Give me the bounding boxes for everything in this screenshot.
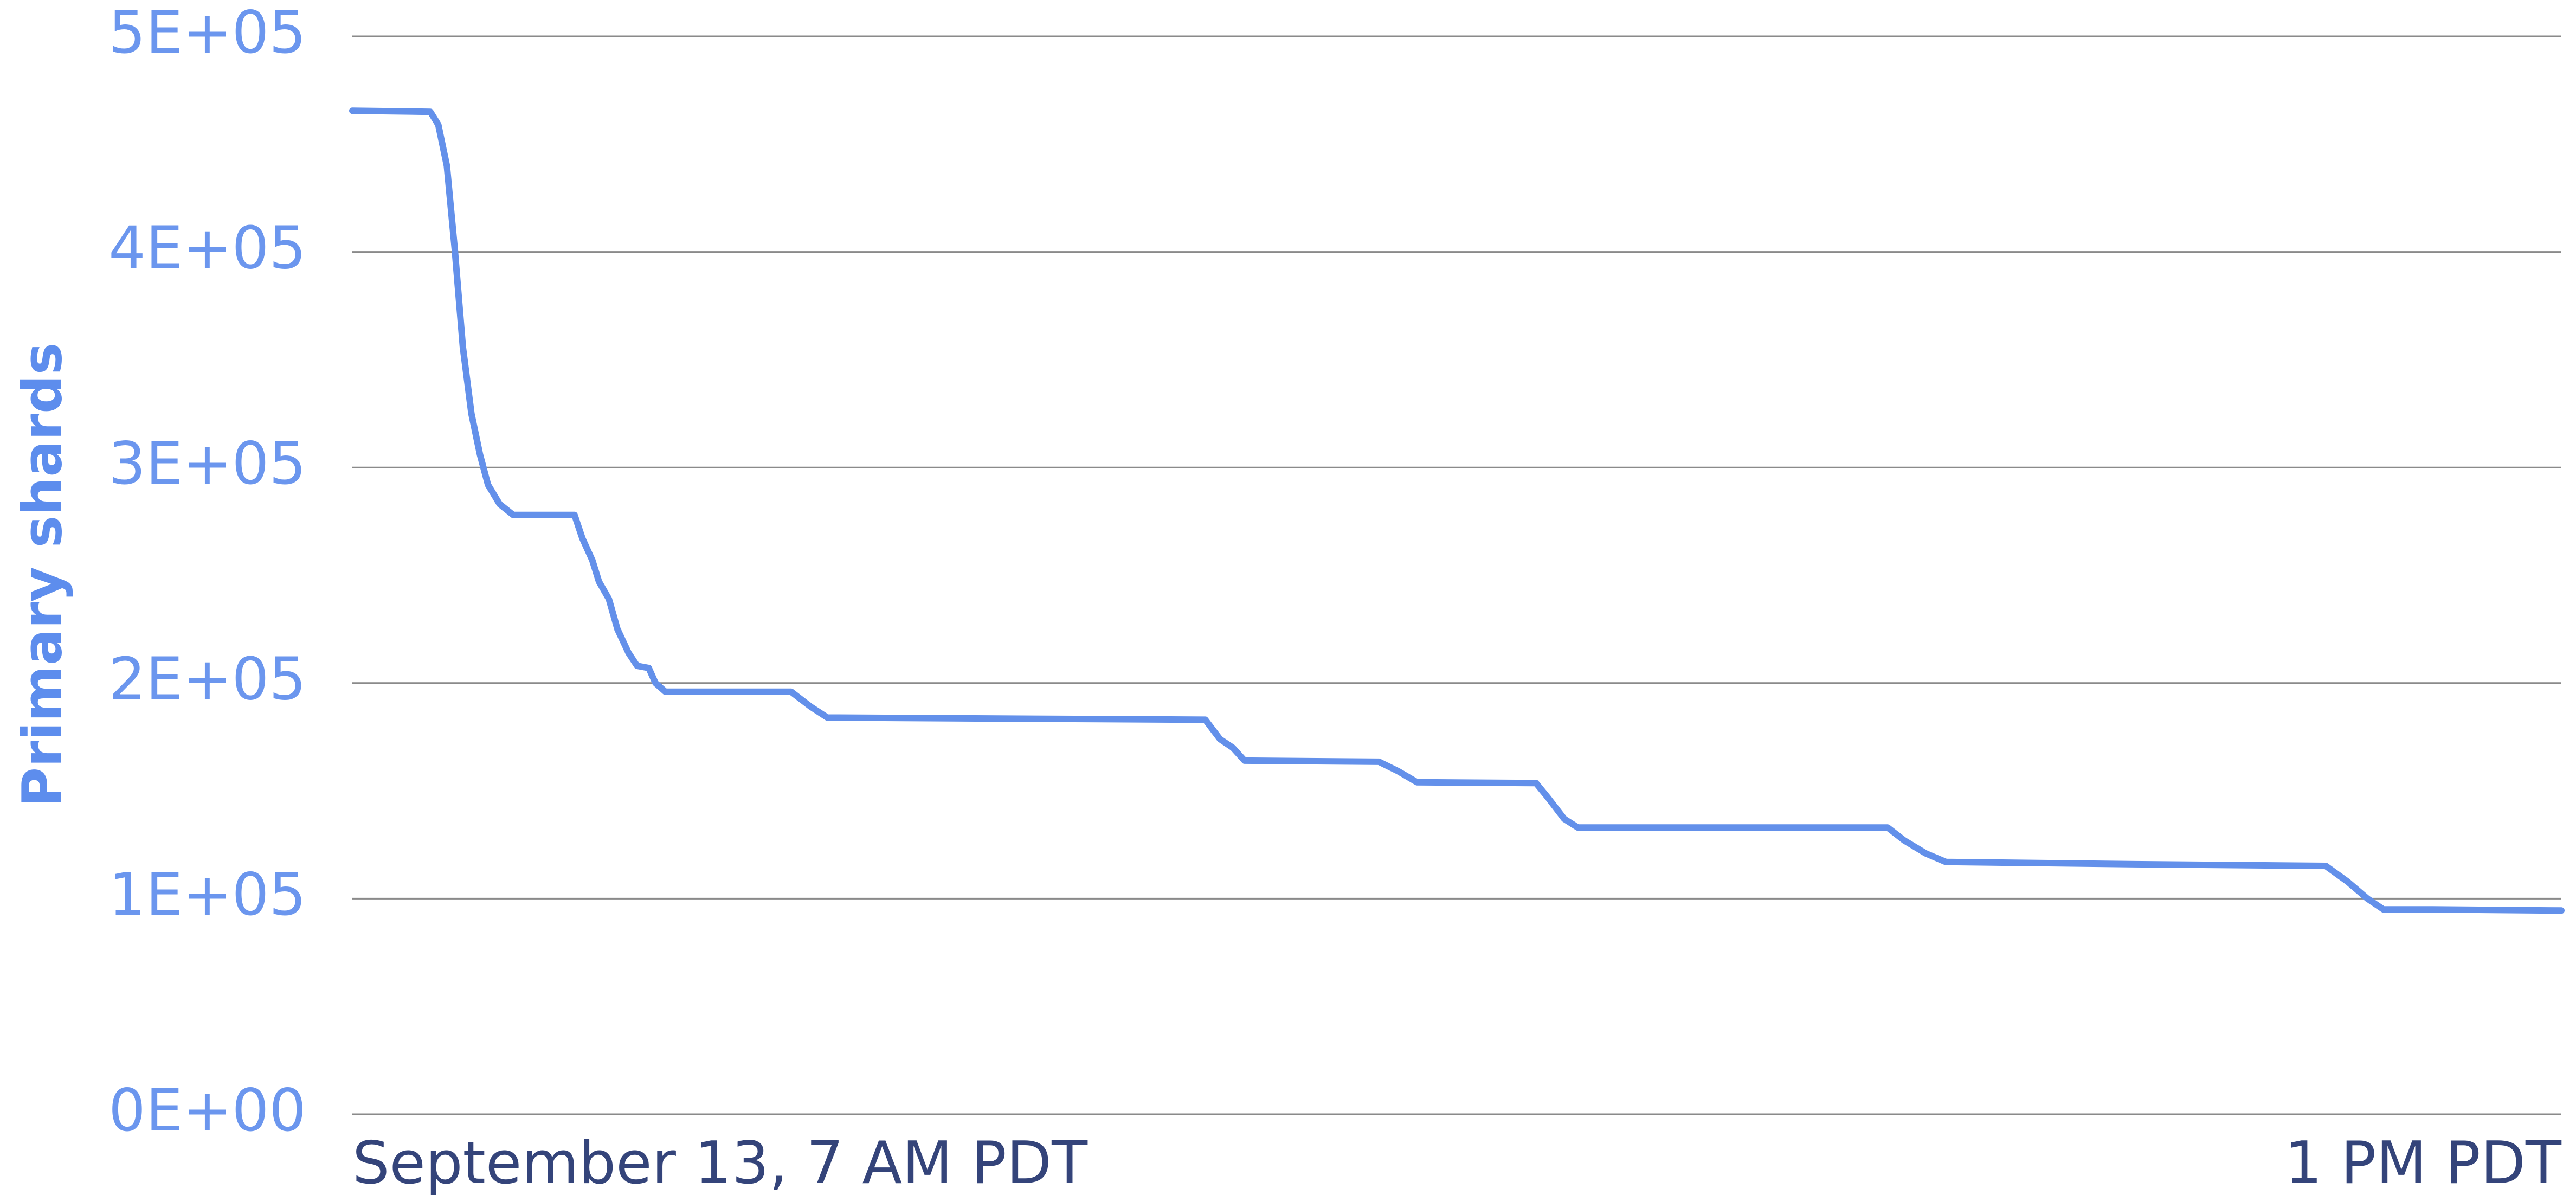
y-tick-label: 2E+05 [108, 646, 306, 714]
y-tick-label: 5E+05 [108, 0, 306, 67]
y-tick-label: 3E+05 [108, 430, 306, 498]
x-tick-label: 1 PM PDT [2285, 1129, 2562, 1195]
data-line [349, 107, 2565, 914]
y-axis-title: Primary shards [10, 343, 74, 807]
x-tick-label: September 13, 7 AM PDT [352, 1129, 1088, 1195]
y-tick-label: 0E+00 [108, 1077, 306, 1145]
y-tick-label: 4E+05 [108, 214, 306, 282]
y-tick-label: 1E+05 [108, 861, 306, 929]
